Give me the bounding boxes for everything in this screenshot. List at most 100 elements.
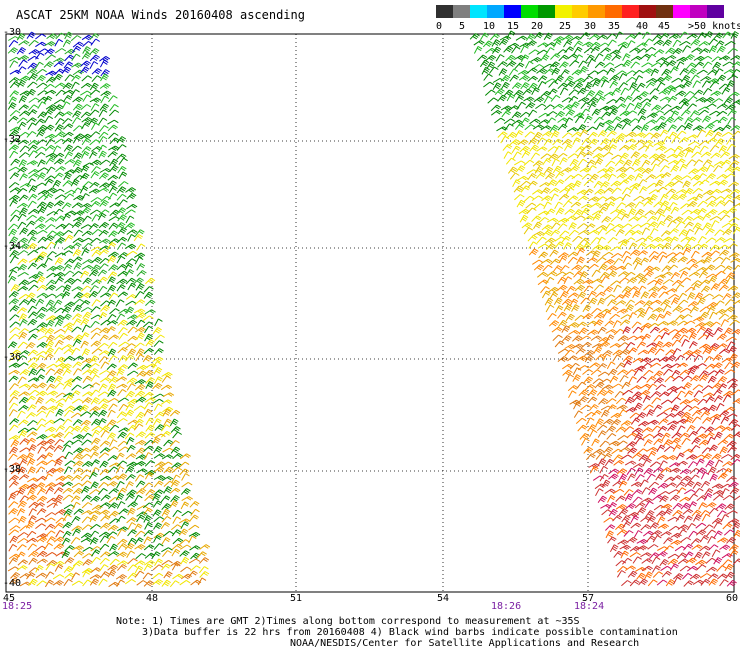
wind-barb: [606, 432, 617, 440]
wind-barb: [730, 55, 740, 61]
wind-barb: [62, 284, 72, 293]
wind-barb: [26, 572, 36, 580]
wind-barb: [605, 329, 617, 334]
wind-barb: [526, 207, 537, 215]
wind-barb: [670, 206, 680, 215]
wind-barb: [179, 468, 190, 476]
wind-barb: [640, 322, 653, 329]
wind-barb: [99, 55, 111, 62]
wind-barb: [619, 110, 631, 117]
wind-barb: [28, 368, 38, 376]
wind-barb: [722, 494, 734, 501]
wind-barb: [98, 531, 110, 538]
wind-barb: [62, 94, 73, 103]
wind-barb: [154, 558, 163, 566]
wind-barb: [526, 40, 537, 47]
wind-barb: [719, 579, 729, 587]
wind-barb: [108, 192, 118, 201]
wind-barb: [581, 438, 590, 446]
wind-barb: [670, 110, 680, 119]
wind-barb: [136, 488, 147, 495]
wind-barb: [532, 160, 544, 167]
wind-barb: [724, 299, 735, 306]
wind-barb: [172, 537, 184, 545]
wind-barb: [660, 104, 672, 110]
wind-barb: [107, 124, 118, 132]
wind-barb: [646, 446, 658, 452]
wind-barb: [574, 115, 585, 124]
wind-barb: [637, 349, 649, 355]
wind-barb: [543, 95, 553, 104]
wind-barb: [632, 257, 642, 265]
legend-swatch: [469, 5, 487, 18]
wind-barb: [649, 362, 662, 368]
wind-barb: [81, 439, 92, 446]
wind-barb: [601, 479, 611, 488]
wind-barb: [551, 326, 563, 333]
wind-barb: [592, 244, 604, 251]
wind-barb: [98, 136, 108, 144]
wind-barb: [46, 467, 58, 474]
wind-barb: [99, 564, 109, 572]
wind-barb: [671, 174, 682, 181]
wind-barb: [115, 299, 125, 307]
wind-barb: [580, 32, 591, 39]
wind-barb: [115, 492, 125, 501]
wind-barb: [663, 109, 675, 116]
wind-barb: [100, 494, 111, 502]
wind-barb: [71, 286, 83, 292]
wind-barb: [64, 151, 74, 159]
wind-barb: [190, 508, 200, 516]
wind-barb: [680, 411, 691, 419]
wind-barb: [576, 256, 585, 265]
wind-barb: [45, 293, 57, 299]
wind-barb: [54, 236, 66, 244]
wind-barb: [73, 262, 83, 270]
wind-barb: [99, 440, 111, 447]
wind-barb: [698, 270, 709, 279]
wind-barb: [705, 164, 715, 173]
wind-barb: [44, 523, 55, 531]
wind-barb: [98, 578, 108, 586]
wind-barb: [684, 416, 694, 424]
wind-barb: [142, 502, 154, 509]
wind-barb: [142, 315, 154, 322]
wind-barb: [44, 353, 54, 361]
wind-barb: [91, 299, 101, 307]
wind-barb: [143, 563, 153, 572]
wind-barb: [582, 279, 594, 285]
wind-barb: [619, 375, 629, 383]
wind-barb: [124, 209, 136, 215]
wind-barb: [62, 487, 74, 494]
wind-barb: [702, 392, 715, 398]
wind-barb: [511, 111, 522, 119]
wind-barb: [540, 125, 552, 131]
wind-barb: [649, 326, 660, 334]
wind-barb: [199, 544, 211, 550]
wind-barb: [699, 343, 711, 350]
wind-barb: [109, 543, 118, 552]
wind-barb: [124, 343, 136, 349]
wind-barb: [540, 90, 552, 98]
wind-barb: [17, 271, 29, 277]
wind-barb: [36, 82, 48, 89]
legend-label: 10: [483, 21, 496, 32]
wind-barb: [153, 348, 164, 355]
wind-barb: [682, 508, 694, 515]
wind-barb: [127, 558, 138, 565]
wind-barb: [622, 326, 631, 334]
wind-barb: [125, 481, 134, 489]
wind-barb: [61, 101, 71, 110]
wind-barb: [649, 552, 660, 559]
wind-barb: [27, 144, 38, 152]
wind-barb: [552, 334, 563, 342]
wind-barb: [513, 185, 524, 193]
wind-barb: [143, 529, 154, 537]
wind-barb: [724, 369, 736, 375]
wind-barb: [62, 494, 74, 501]
wind-barb: [520, 185, 531, 193]
wind-barb: [732, 299, 740, 306]
wind-barb: [142, 482, 154, 489]
wind-barb: [27, 62, 38, 70]
wind-barb: [670, 404, 680, 412]
